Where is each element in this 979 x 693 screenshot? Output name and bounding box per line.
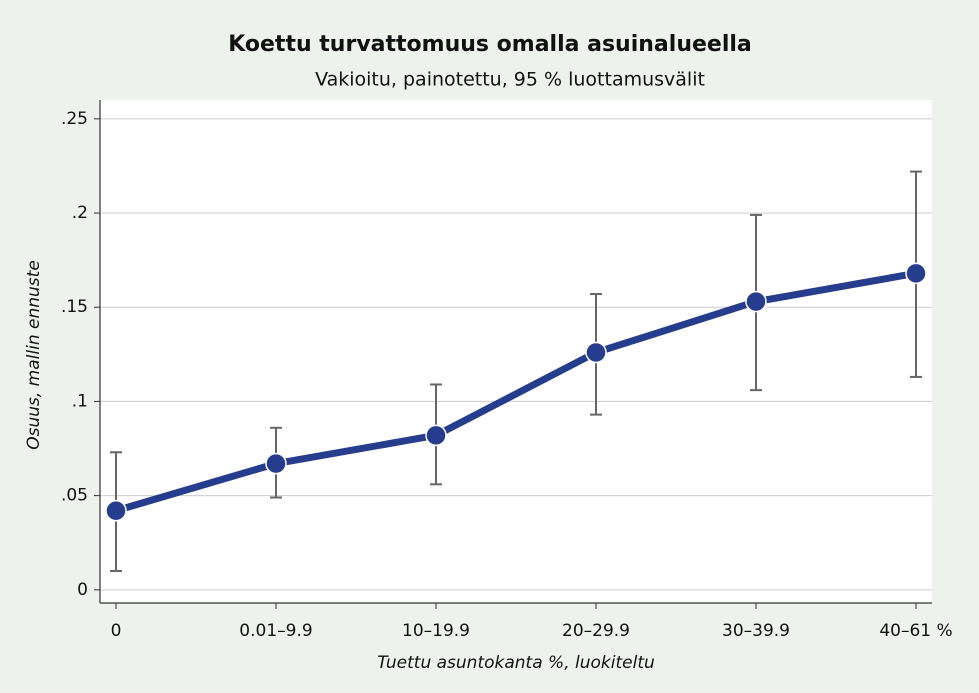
x-tick-label: 40–61 %	[879, 621, 952, 641]
y-tick-label: .25	[61, 109, 88, 129]
y-tick-label: .15	[61, 297, 88, 317]
marker	[265, 452, 287, 475]
x-tick-label: 0.01–9.9	[239, 621, 312, 641]
x-tick-label: 20–29.9	[562, 621, 630, 641]
chart-title: Koettu turvattomuus omalla asuinalueella	[228, 32, 752, 57]
x-tick-label: 10–19.9	[402, 621, 470, 641]
y-tick-label: 0	[77, 580, 88, 600]
x-tick-label: 0	[111, 621, 122, 641]
marker	[905, 262, 927, 285]
chart-subtitle: Vakioitu, painotettu, 95 % luottamusväli…	[315, 69, 705, 91]
marker	[585, 341, 607, 364]
y-tick-label: .2	[72, 203, 88, 223]
y-tick-label: .05	[61, 486, 88, 506]
x-axis-label: Tuettu asuntokanta %, luokiteltu	[377, 653, 655, 673]
y-axis-label: Osuus, mallin ennuste	[24, 260, 44, 450]
y-tick-label: .1	[72, 391, 88, 411]
x-tick-label: 30–39.9	[722, 621, 790, 641]
plot-area	[100, 100, 932, 603]
line	[115, 269, 917, 515]
marker	[425, 424, 447, 447]
marker	[745, 290, 767, 313]
marker	[105, 499, 127, 522]
